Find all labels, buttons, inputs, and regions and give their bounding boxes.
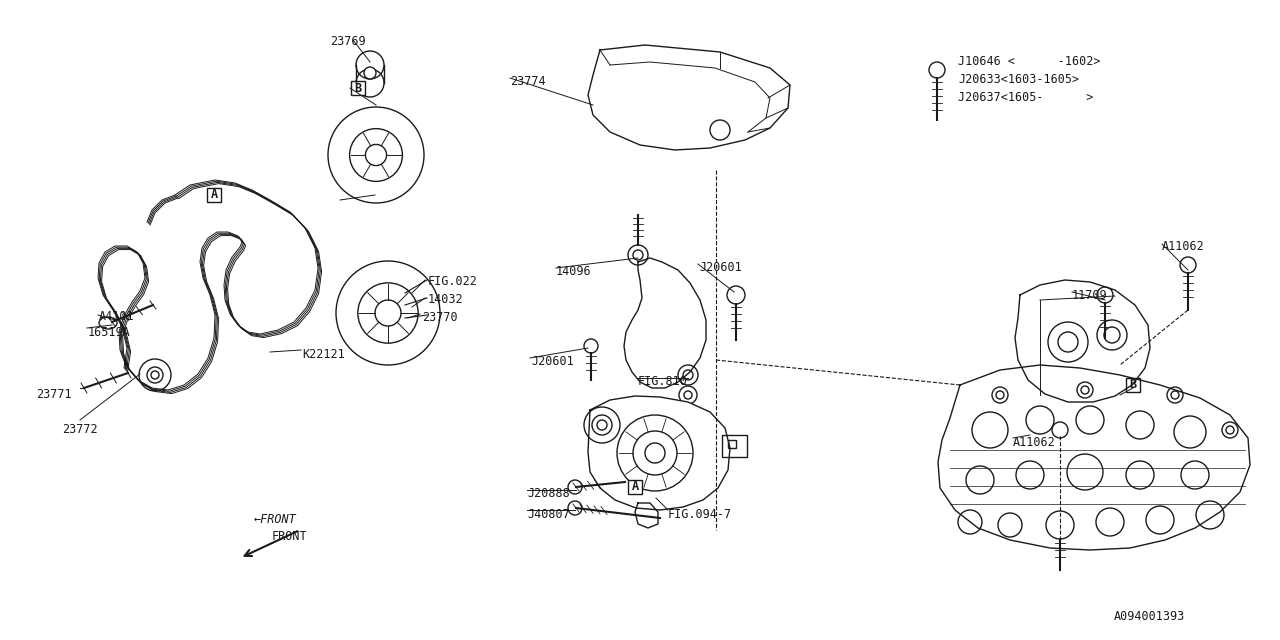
FancyBboxPatch shape xyxy=(352,81,365,95)
Text: J20637<1605-      >: J20637<1605- > xyxy=(957,91,1093,104)
Text: J20601: J20601 xyxy=(699,261,741,274)
Text: J20601: J20601 xyxy=(531,355,573,368)
Circle shape xyxy=(364,67,376,79)
FancyBboxPatch shape xyxy=(628,481,641,493)
Text: 23770: 23770 xyxy=(422,311,458,324)
Circle shape xyxy=(996,391,1004,399)
Text: FIG.094-7: FIG.094-7 xyxy=(668,508,732,521)
Text: FRONT: FRONT xyxy=(273,530,307,543)
Circle shape xyxy=(596,420,607,430)
Bar xyxy=(722,435,748,457)
Bar xyxy=(728,440,736,448)
Polygon shape xyxy=(1015,280,1149,402)
FancyBboxPatch shape xyxy=(1126,378,1139,392)
Text: 16519A: 16519A xyxy=(88,326,131,339)
Circle shape xyxy=(1226,426,1234,434)
Text: A11062: A11062 xyxy=(1012,436,1056,449)
Text: J10646 <      -1602>: J10646 < -1602> xyxy=(957,55,1101,68)
Text: J20633<1603-1605>: J20633<1603-1605> xyxy=(957,73,1079,86)
Text: B: B xyxy=(355,81,361,95)
Polygon shape xyxy=(588,396,730,510)
Text: A11062: A11062 xyxy=(1162,240,1204,253)
Text: A4101: A4101 xyxy=(99,310,134,323)
Text: K22121: K22121 xyxy=(302,348,344,361)
Polygon shape xyxy=(625,258,707,388)
Polygon shape xyxy=(938,365,1251,550)
Text: 23769: 23769 xyxy=(330,35,366,48)
Text: J40807: J40807 xyxy=(527,508,570,521)
Text: 11709: 11709 xyxy=(1073,289,1107,302)
FancyBboxPatch shape xyxy=(207,188,220,202)
Polygon shape xyxy=(588,45,790,150)
Text: 14096: 14096 xyxy=(556,265,591,278)
Text: 23771: 23771 xyxy=(36,388,72,401)
Text: FIG.810: FIG.810 xyxy=(637,375,687,388)
Circle shape xyxy=(151,371,159,379)
Text: A: A xyxy=(631,481,639,493)
Text: ←FRONT: ←FRONT xyxy=(253,513,297,526)
Circle shape xyxy=(1171,391,1179,399)
Text: 23774: 23774 xyxy=(509,75,545,88)
Circle shape xyxy=(1082,386,1089,394)
Text: B: B xyxy=(1129,378,1137,392)
Text: A094001393: A094001393 xyxy=(1114,610,1185,623)
Text: FIG.022: FIG.022 xyxy=(428,275,477,288)
Polygon shape xyxy=(635,503,658,528)
Text: A: A xyxy=(210,189,218,202)
Text: 14032: 14032 xyxy=(428,293,463,306)
Text: 23772: 23772 xyxy=(63,423,97,436)
Text: J20888: J20888 xyxy=(527,487,570,500)
